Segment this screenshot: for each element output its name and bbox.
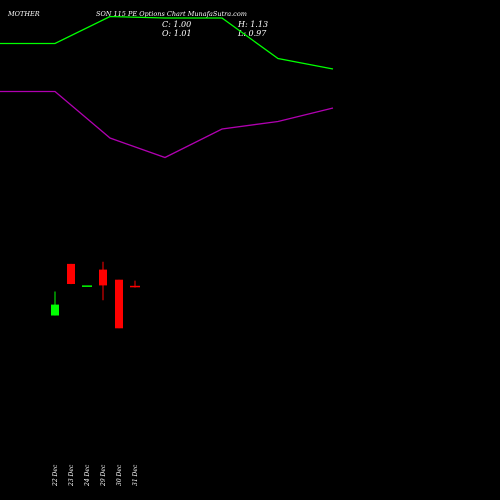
open-value: O: 1.01 xyxy=(162,29,192,38)
candle-body xyxy=(115,279,123,329)
candle-body xyxy=(99,269,107,286)
x-tick-label: 30 Dec xyxy=(116,464,123,486)
upper-band-line xyxy=(0,15,334,70)
close-value: C: 1.00 xyxy=(162,20,192,29)
chart-subtitle: SON 115 PE Options Chart MunafaSutra.com xyxy=(96,10,247,18)
x-tick-label: 22 Dec xyxy=(52,464,59,487)
candle-body xyxy=(51,304,59,316)
high-value: H: 1.13 xyxy=(238,20,269,29)
lower-band-line xyxy=(0,90,334,159)
candle-body xyxy=(130,285,140,288)
x-tick-label: 31 Dec xyxy=(132,464,139,486)
low-value: L: 0.97 xyxy=(238,29,267,38)
candle-body xyxy=(82,285,92,287)
x-tick-label: 24 Dec xyxy=(84,464,91,487)
chart-symbol: MOTHER xyxy=(8,10,40,18)
x-tick-label: 23 Dec xyxy=(68,464,75,487)
candle-body xyxy=(67,263,75,284)
x-tick-label: 29 Dec xyxy=(100,464,107,487)
